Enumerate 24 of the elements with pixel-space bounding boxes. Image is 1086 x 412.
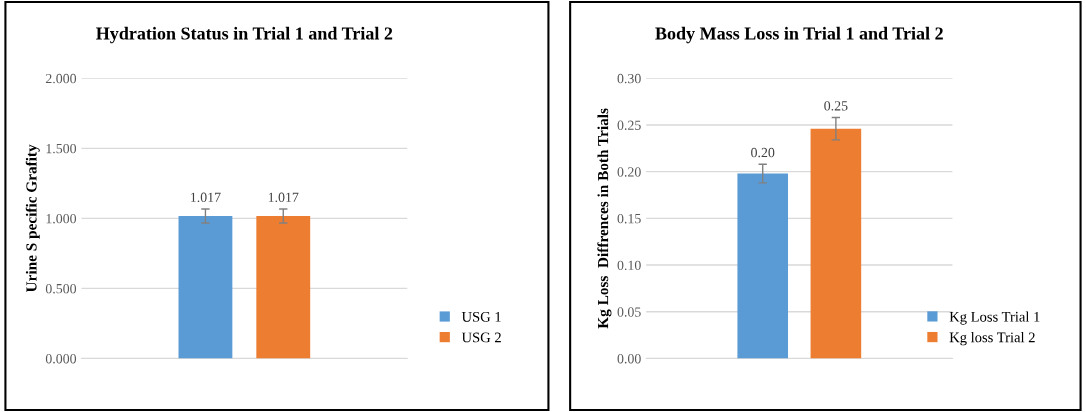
y-tick-label: 0.20 xyxy=(617,167,641,177)
y-tick-label: 1.500 xyxy=(46,143,77,154)
chart-title: Hydration Status in Trial 1 and Trial 2 xyxy=(96,26,393,44)
y-tick-label: 0.30 xyxy=(617,73,641,84)
legend-label: Kg Loss Trial 1 xyxy=(949,311,1040,325)
data-label: 1.017 xyxy=(191,192,221,203)
y-tick-label: 0.500 xyxy=(45,283,77,294)
data-label: 0.20 xyxy=(751,147,775,158)
legend-label: USG 2 xyxy=(461,332,501,343)
data-label: 0.25 xyxy=(824,101,848,111)
y-tick-label: 0.00 xyxy=(617,354,641,364)
legend-label: USG 1 xyxy=(461,311,501,322)
y-axis-title: Kg Loss Diffrences in Both Trials xyxy=(597,108,612,329)
y-tick-label: 0.15 xyxy=(617,213,641,224)
data-label: 1.017 xyxy=(268,192,299,203)
y-tick-label: 0.10 xyxy=(617,260,641,271)
y-tick-label: 2.000 xyxy=(45,73,77,84)
legend-label: Kg loss Trial 2 xyxy=(949,332,1035,346)
y-axis-title: Urine S pecific Grafity xyxy=(25,144,40,293)
y-tick-label: 0.000 xyxy=(45,354,77,364)
y-tick-label: 0.25 xyxy=(617,120,641,130)
chart-title: Body Mass Loss in Trial 1 and Trial 2 xyxy=(655,26,943,44)
y-tick-label: 1.000 xyxy=(46,213,77,224)
y-tick-label: 0.05 xyxy=(617,307,641,317)
